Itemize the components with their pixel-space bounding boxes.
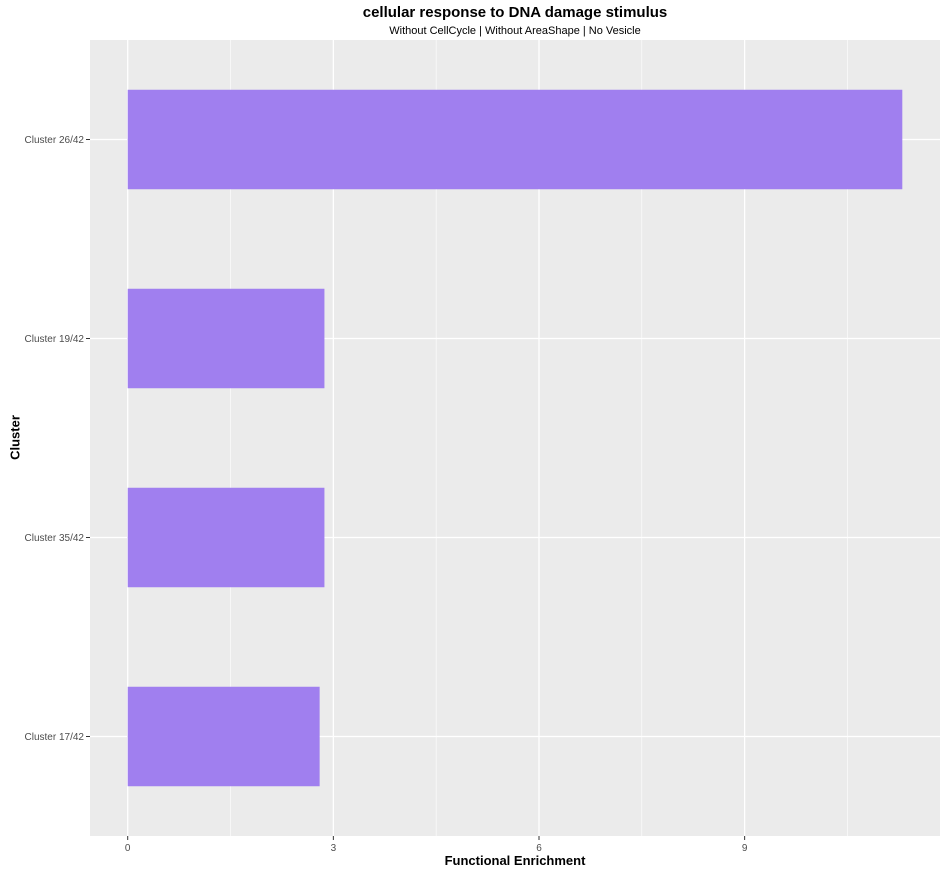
x-tick-label: 3 [331,843,337,854]
y-axis-title: Cluster [7,415,23,460]
y-tick-label: Cluster 19/42 [25,334,85,345]
y-tick-label: Cluster 26/42 [25,135,85,146]
bar [127,288,325,389]
bar [127,487,325,588]
bar [127,89,903,190]
x-tick-label: 9 [742,843,748,854]
x-tick-label: 6 [536,843,542,854]
y-tick-label: Cluster 35/42 [25,533,85,544]
chart-title: cellular response to DNA damage stimulus [362,4,668,21]
bar [127,686,320,787]
y-tick-label: Cluster 17/42 [25,732,85,743]
x-axis-title: Functional Enrichment [444,853,586,868]
chart-subtitle: Without CellCycle | Without AreaShape | … [389,25,641,37]
x-tick-label: 0 [125,843,131,854]
